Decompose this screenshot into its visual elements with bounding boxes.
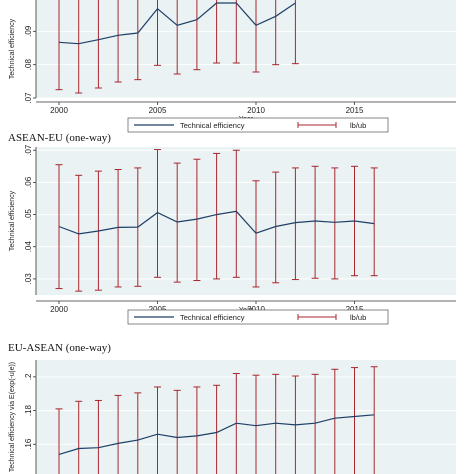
panel-title-asean-eu: ASEAN-EU (one-way)	[8, 132, 111, 144]
y-tick-label: .04	[24, 241, 33, 253]
y-axis: .07 .08 .09	[24, 0, 37, 104]
panel-title-eu-asean: EU-ASEAN (one-way)	[8, 342, 111, 354]
error-bars	[55, 0, 299, 94]
x-tick-label: 2010	[247, 106, 265, 115]
plot-frame	[36, 360, 456, 474]
y-tick-label: .2	[24, 373, 33, 380]
y-axis: .16 .18 .2	[24, 360, 37, 474]
efficiency-line	[58, 414, 375, 455]
x-axis: 2000 2005 2010 2015	[36, 300, 456, 314]
y-axis-title: Technical efficiency	[9, 190, 16, 251]
y-tick-label: .03	[24, 273, 33, 285]
legend-label-efficiency: Technical efficiency	[180, 121, 245, 130]
legend-label-bounds: lb/ub	[350, 121, 366, 130]
legend-box	[127, 117, 389, 133]
x-tick-label: 2000	[50, 305, 68, 314]
x-axis: 2000 2005 2010 2015	[36, 101, 456, 115]
y-axis-title: Technical efficiency via E(exp(-u|e))	[9, 362, 16, 472]
y-tick-label: .18	[24, 404, 33, 416]
y-tick-label: .08	[24, 59, 33, 71]
x-tick-label: 2005	[149, 305, 167, 314]
plot-frame	[36, 0, 456, 98]
y-tick-label: .16	[24, 438, 33, 450]
legend-bar-swatch	[297, 122, 337, 128]
legend-bar-swatch	[297, 314, 337, 320]
plot-frame	[36, 147, 456, 295]
y-axis-title: Technical efficiency	[9, 18, 16, 79]
efficiency-line	[58, 2, 296, 45]
panel-bottom: .16 .18 .2 Technical efficiency via E(exp(…	[9, 360, 456, 474]
grid-lines	[36, 30, 456, 99]
legend: Technical efficiency lb/ub	[127, 117, 389, 133]
legend-label-efficiency: Technical efficiency	[180, 313, 245, 322]
error-bars	[55, 366, 378, 474]
efficiency-line	[58, 210, 375, 235]
legend-box	[127, 309, 389, 325]
grid-lines	[36, 376, 456, 445]
panel-top: .07 .08 .09 2000 2005 2010 2015 Technical eff…	[9, 0, 456, 133]
legend: Technical efficiency lb/ub	[127, 309, 389, 325]
x-tick-label: 2010	[247, 305, 265, 314]
panel-middle: .03 .04 .05 .06 .07 2000 2005 2010 2015 Technic…	[9, 144, 456, 325]
legend-label-bounds: lb/ub	[350, 313, 366, 322]
x-tick-label: 2015	[346, 106, 364, 115]
y-tick-label: .07	[24, 92, 33, 104]
x-tick-label: 2015	[346, 305, 364, 314]
y-tick-label: .09	[24, 25, 33, 37]
x-tick-label: 2000	[50, 106, 68, 115]
x-tick-label: 2005	[149, 106, 167, 115]
grid-lines	[36, 149, 456, 280]
y-tick-label: .07	[24, 144, 33, 156]
y-tick-label: .05	[24, 208, 33, 220]
y-tick-label: .06	[24, 176, 33, 188]
y-axis: .03 .04 .05 .06 .07	[24, 144, 37, 295]
